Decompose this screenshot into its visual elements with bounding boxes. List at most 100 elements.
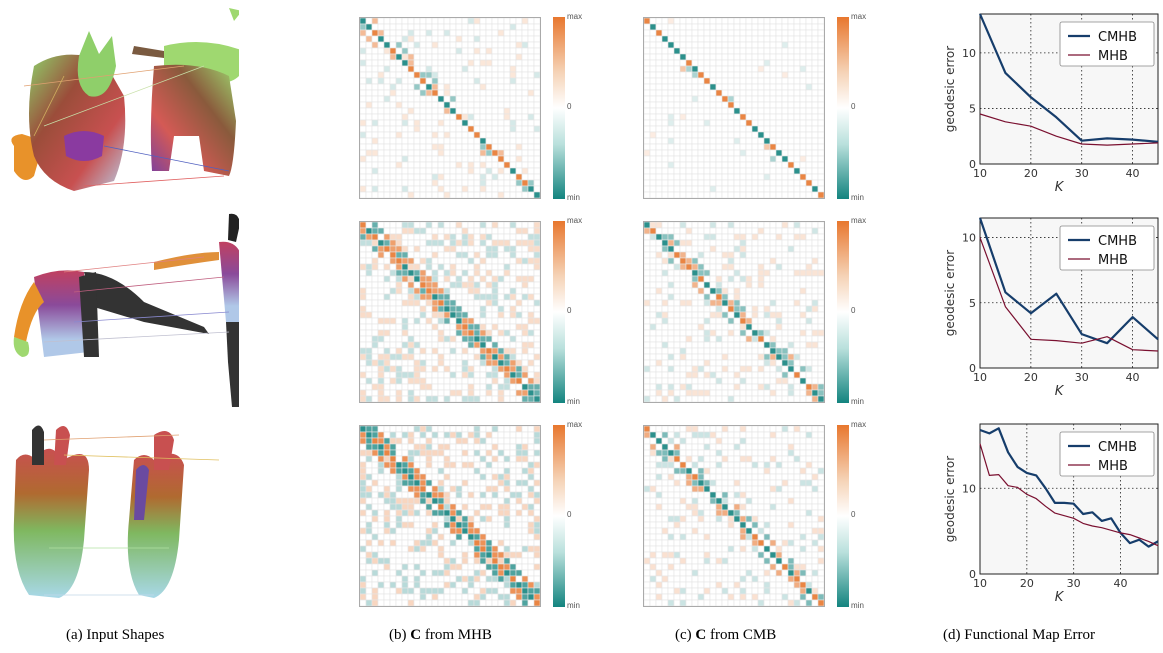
matrix-cell (497, 473, 505, 481)
matrix-cell (721, 347, 729, 355)
matrix-cell (643, 305, 651, 313)
matrix-cell (787, 359, 795, 367)
matrix-cell (649, 155, 657, 163)
matrix-cell (697, 47, 705, 55)
matrix-cell (739, 305, 747, 313)
matrix-cell (515, 431, 523, 439)
matrix-cell (491, 311, 499, 319)
matrix-cell (455, 527, 463, 535)
matrix-cell (793, 233, 801, 241)
matrix-cell (781, 281, 789, 289)
matrix-cell (751, 347, 759, 355)
matrix-cell (389, 551, 397, 559)
matrix-cell (781, 467, 789, 475)
matrix-cell (805, 347, 813, 355)
matrix-cell (395, 53, 403, 61)
matrix-cell (673, 167, 681, 175)
matrix-cell (721, 389, 729, 397)
matrix-cell (667, 101, 675, 109)
matrix-cell (727, 35, 735, 43)
matrix-cell (467, 89, 475, 97)
matrix-cell (431, 65, 439, 73)
matrix-cell (425, 257, 433, 265)
matrix-cell (359, 185, 367, 193)
matrix-cell (727, 395, 735, 403)
matrix-cell (781, 71, 789, 79)
matrix-cell (377, 551, 385, 559)
matrix-cell (359, 443, 367, 451)
matrix-cell (805, 323, 813, 331)
matrix-cell (443, 491, 451, 499)
matrix-cell (455, 497, 463, 505)
matrix-cell (491, 227, 499, 235)
matrix-cell (673, 485, 681, 493)
matrix-cell (655, 89, 663, 97)
matrix-cell (461, 95, 469, 103)
matrix-cell (395, 323, 403, 331)
matrix-cell (811, 221, 819, 229)
matrix-cell (727, 251, 735, 259)
matrix-cell (389, 383, 397, 391)
matrix-cell (395, 389, 403, 397)
matrix-cell (425, 323, 433, 331)
matrix-cell (679, 425, 687, 433)
matrix-cell (521, 593, 529, 601)
matrix-cell (527, 449, 535, 457)
matrix-cell (503, 317, 511, 325)
matrix-cell (467, 101, 475, 109)
matrix-cell (751, 185, 759, 193)
matrix-cell (365, 167, 373, 175)
matrix-cell (781, 167, 789, 175)
matrix-cell (383, 539, 391, 547)
matrix-cell (673, 107, 681, 115)
matrix-cell (455, 551, 463, 559)
matrix-cell (643, 77, 651, 85)
matrix-cell (485, 65, 493, 73)
matrix-cell (679, 449, 687, 457)
matrix-cell (533, 83, 541, 91)
matrix-cell (383, 323, 391, 331)
matrix-cell (449, 467, 457, 475)
matrix-cell (515, 365, 523, 373)
matrix-cell (799, 41, 807, 49)
matrix-cell (769, 179, 777, 187)
matrix-cell (491, 41, 499, 49)
matrix-cell (503, 515, 511, 523)
matrix-cell (733, 371, 741, 379)
matrix-cell (443, 455, 451, 463)
matrix-cell (461, 557, 469, 565)
matrix-cell (533, 155, 541, 163)
shape-pair-humans (4, 212, 240, 412)
matrix-cell (787, 17, 795, 25)
matrix-cell (413, 251, 421, 259)
matrix-cell (685, 257, 693, 265)
matrix-cell (733, 281, 741, 289)
matrix-cell (527, 293, 535, 301)
matrix-cell (721, 29, 729, 37)
matrix-cell (467, 449, 475, 457)
matrix-cell (817, 431, 825, 439)
matrix-cell (455, 317, 463, 325)
matrix-cell (467, 335, 475, 343)
matrix-cell (377, 41, 385, 49)
matrix-cell (389, 107, 397, 115)
matrix-cell (455, 293, 463, 301)
matrix-cell (527, 185, 535, 193)
matrix-cell (691, 47, 699, 55)
matrix-cell (485, 533, 493, 541)
matrix-cell (751, 119, 759, 127)
matrix-cell (401, 281, 409, 289)
matrix-cell (431, 425, 439, 433)
matrix-cell (763, 515, 771, 523)
matrix-cell (769, 191, 777, 199)
matrix-cell (467, 311, 475, 319)
matrix-cell (721, 437, 729, 445)
matrix-cell (697, 365, 705, 373)
matrix-cell (649, 461, 657, 469)
matrix-cell (371, 221, 379, 229)
matrix-cell (365, 455, 373, 463)
matrix-cell (673, 23, 681, 31)
matrix-cell (697, 143, 705, 151)
matrix-cell (479, 509, 487, 517)
matrix-cell (503, 491, 511, 499)
